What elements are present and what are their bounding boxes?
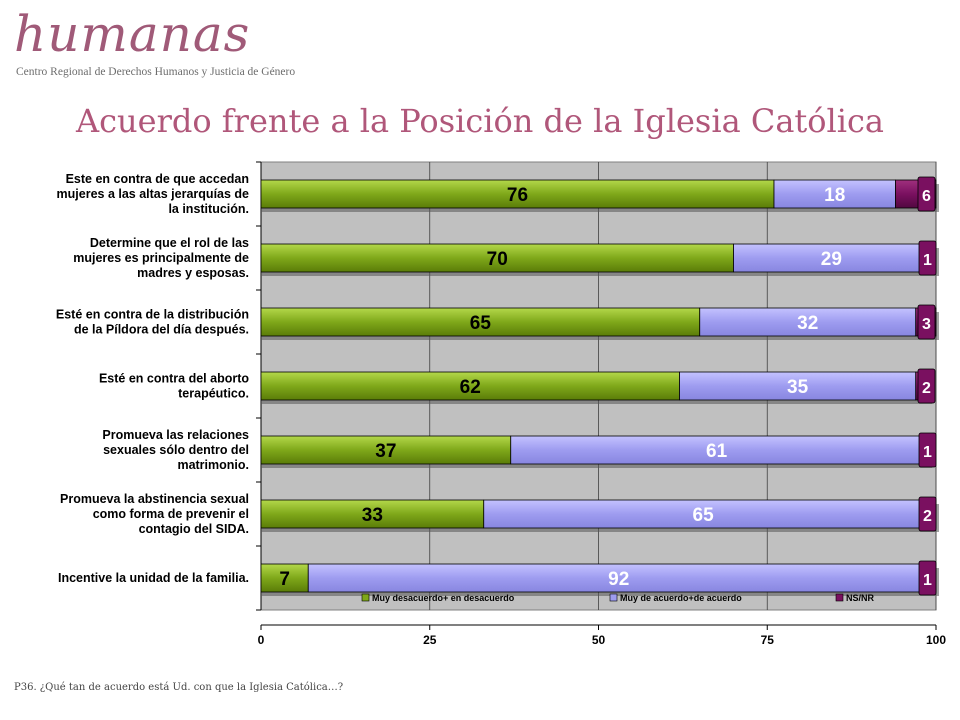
category-label: de la Píldora del día después.: [74, 323, 249, 337]
category-label: la institución.: [168, 202, 249, 216]
stacked-bar-chart: 0 25 50 75 100 76 18 6 Este en contra de que acc…: [56, 161, 946, 647]
bar-segment-1: [260, 243, 734, 273]
data-label: 70: [487, 249, 508, 270]
data-label: 18: [824, 185, 845, 206]
bar-segment-1: [260, 179, 775, 209]
category-label: Esté en contra de la distribución: [56, 308, 249, 322]
bar-segment-1: [260, 307, 701, 337]
category-label: matrimonio.: [177, 458, 249, 472]
legend-label: Muy de acuerdo+de acuerdo: [620, 593, 742, 603]
data-label-box: [918, 240, 937, 276]
category-label: Determine que el rol de las: [90, 236, 249, 250]
legend-label: NS/NR: [846, 593, 875, 603]
x-tick-label: 0: [258, 633, 265, 647]
x-tick-label: 50: [592, 633, 606, 647]
data-label: 65: [693, 505, 715, 526]
bar-segment-1: [260, 499, 485, 529]
brand-tagline: Centro Regional de Derechos Humanos y Ju…: [16, 66, 296, 78]
data-label: 1: [923, 444, 932, 461]
data-label: 32: [797, 313, 818, 334]
brand-name: humanas: [14, 5, 251, 63]
data-label: 1: [923, 252, 932, 269]
legend-swatch: [361, 593, 370, 602]
category-label: Promueva la abstinencia sexual: [60, 492, 249, 506]
data-label: 62: [460, 377, 481, 398]
category-label: Promueva las relaciones: [102, 428, 249, 442]
footnote: P36. ¿Qué tan de acuerdo está Ud. con qu…: [14, 682, 344, 693]
brand-logo: humanas Centro Regional de Derechos Huma…: [14, 4, 314, 84]
category-label: como forma de prevenir el: [93, 507, 249, 521]
data-label-box: [917, 176, 936, 212]
x-tick-label: 100: [926, 633, 946, 647]
data-label-box: [918, 560, 937, 596]
data-label-box: [917, 368, 936, 404]
bar-segment-2: [733, 243, 930, 273]
data-label-box: [917, 304, 936, 340]
data-label: 33: [362, 505, 383, 526]
data-label-box: [918, 496, 937, 532]
x-tick-label: 75: [761, 633, 775, 647]
data-label: 7: [279, 569, 290, 590]
category-label: mujeres a las altas jerarquías de: [57, 187, 250, 201]
data-label: 65: [470, 313, 492, 334]
data-label: 37: [375, 441, 396, 462]
data-label: 76: [507, 185, 528, 206]
category-label: sexuales sólo dentro del: [103, 443, 249, 457]
page-title: Acuerdo frente a la Posición de la Igles…: [76, 102, 884, 140]
data-label: 35: [787, 377, 809, 398]
data-label: 2: [923, 508, 932, 525]
category-label: Incentive la unidad de la familia.: [58, 571, 249, 585]
category-label: contagio del SIDA.: [139, 522, 249, 536]
legend-label: Muy desacuerdo+ en desacuerdo: [372, 593, 515, 603]
data-label-box: [918, 432, 937, 468]
bar-segment-2: [773, 179, 896, 209]
data-label: 2: [922, 380, 931, 397]
category-label: Esté en contra del aborto: [99, 372, 249, 386]
category-label: mujeres es principalmente de: [73, 251, 249, 265]
data-label: 6: [922, 188, 931, 205]
bar-segment-2: [510, 435, 923, 465]
data-label: 61: [706, 441, 728, 462]
category-label: terapéutico.: [178, 387, 249, 401]
legend-swatch: [835, 593, 844, 602]
bar-segment-1: [260, 563, 309, 593]
bar-segment-2: [679, 371, 917, 401]
bar-segment-2: [483, 499, 923, 529]
data-label: 3: [922, 316, 931, 333]
category-label: Este en contra de que accedan: [66, 172, 249, 186]
legend-swatch: [609, 593, 618, 602]
data-label: 29: [821, 249, 842, 270]
bar-segment-1: [260, 371, 680, 401]
data-label: 92: [608, 569, 629, 590]
bar-segment-2: [699, 307, 917, 337]
data-label: 1: [923, 572, 932, 589]
category-label: madres y esposas.: [137, 266, 249, 280]
x-tick-label: 25: [423, 633, 437, 647]
bar-segment-2: [307, 563, 930, 593]
